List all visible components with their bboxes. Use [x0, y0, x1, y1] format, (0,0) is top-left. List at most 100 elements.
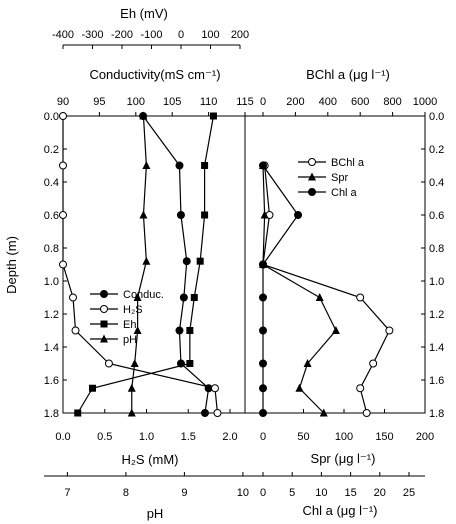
legend-marker-bchl-a	[308, 158, 316, 166]
legend-label-eh: Eh	[123, 319, 136, 331]
right-plot-frame	[244, 115, 426, 414]
point-spr	[319, 408, 328, 417]
chla-tick-label: 5	[289, 487, 295, 499]
depth-tick-label: 0.0	[44, 111, 59, 123]
point-bchl-a	[356, 384, 365, 393]
h2s-tick-label: 1.0	[139, 431, 154, 443]
series-line-h-s	[62, 116, 219, 414]
point-h-s	[59, 211, 67, 219]
depth-tick-label-right: 1.2	[429, 309, 444, 321]
depth-tick-label-right: 0.0	[429, 111, 444, 123]
spr-tick-label: 150	[375, 431, 393, 443]
point-conduc	[200, 409, 209, 417]
point-chl-a	[259, 409, 267, 417]
depth-tick-label: 1.8	[44, 408, 59, 420]
cond-tick-label: 110	[200, 96, 218, 108]
point-conduc	[176, 211, 185, 219]
point-ph	[130, 359, 139, 367]
eh-tick-label: 100	[201, 29, 219, 41]
chla-tick-label: 0	[260, 487, 266, 499]
depth-tick-label: 0.4	[44, 177, 59, 189]
spr-tick-label: 100	[335, 431, 353, 443]
eh-tick-label: 0	[178, 29, 184, 41]
point-chl-a	[259, 326, 267, 335]
point-conduc	[175, 161, 184, 170]
chla-axis-label: Chl a (μg l⁻¹)	[302, 503, 377, 518]
depth-tick-label: 1.4	[44, 342, 59, 354]
h2s-tick-label: 0.5	[97, 431, 112, 443]
point-spr	[295, 383, 304, 392]
cond-tick-label: 90	[57, 96, 69, 108]
point-spr	[260, 210, 269, 219]
point-ph	[133, 326, 142, 334]
ph-axis-label: pH	[147, 506, 164, 521]
depth-tick-label-right: 1.8	[429, 408, 444, 420]
point-ph	[127, 408, 136, 417]
legend-marker-eh	[100, 320, 108, 328]
legend-marker-h-s	[100, 305, 108, 313]
eh-tick-label: 200	[231, 29, 249, 41]
point-ph	[127, 383, 136, 392]
point-eh	[196, 257, 204, 265]
spr-axis-label: Spr (μg l⁻¹)	[311, 451, 376, 466]
depth-tick-label-right: 0.4	[429, 177, 444, 189]
chla-tick-label: 25	[403, 487, 415, 499]
depth-tick-label-right: 1.4	[429, 342, 444, 354]
depth-tick-label: 1.6	[44, 375, 59, 387]
cond-tick-label: 100	[127, 96, 145, 108]
depth-tick-label: 1.2	[44, 309, 59, 321]
bchl-tick-label: 600	[351, 96, 369, 108]
cond-tick-label: 105	[163, 96, 181, 108]
depth-tick-label-right: 1.6	[429, 375, 444, 387]
point-eh	[186, 360, 194, 367]
cond-tick-label: 95	[93, 96, 105, 108]
point-spr	[331, 326, 340, 334]
depth-tick-label-right: 0.2	[429, 144, 444, 156]
depth-tick-label-right: 0.6	[429, 210, 444, 222]
point-chl-a	[259, 359, 267, 368]
ph-tick-label: 10	[237, 487, 249, 499]
eh-tick-label: -300	[81, 29, 103, 41]
point-chl-a	[259, 161, 267, 170]
point-ph	[142, 256, 151, 265]
point-eh	[201, 211, 209, 219]
series-line-spr	[262, 165, 337, 414]
point-conduc	[182, 257, 191, 266]
point-spr	[303, 359, 312, 367]
bchl-tick-label: 800	[383, 96, 401, 108]
point-eh	[209, 112, 217, 120]
ph-tick-label: 9	[181, 487, 187, 499]
point-conduc	[175, 326, 184, 335]
point-bchl-a	[362, 409, 371, 417]
point-chl-a	[259, 293, 267, 302]
cond-tick-label: 115	[236, 96, 254, 108]
depth-tick-label: 0.8	[44, 243, 59, 255]
legend-marker-ph	[100, 334, 108, 343]
spr-tick-label: 0	[260, 431, 266, 443]
point-h-s	[69, 293, 78, 302]
point-bchl-a	[385, 326, 394, 335]
point-bchl-a	[369, 359, 378, 368]
legend-marker-conduc	[100, 290, 108, 298]
h2s-tick-label: 2.0	[222, 431, 237, 443]
point-eh	[186, 327, 194, 334]
point-h-s	[213, 409, 222, 417]
legend-marker-spr	[308, 172, 316, 181]
cond-axis-label: Conductivity(mS cm⁻¹)	[89, 67, 220, 82]
point-h-s	[210, 384, 219, 393]
ph-tick-label: 7	[64, 487, 70, 499]
h2s-axis-label: H₂S (mM)	[121, 452, 178, 467]
point-ph	[142, 161, 151, 169]
eh-tick-label: -100	[140, 29, 162, 41]
point-conduc	[179, 293, 188, 302]
point-ph	[139, 111, 148, 120]
point-ph	[139, 210, 148, 219]
point-ph	[133, 293, 142, 301]
legend-marker-chl-a	[308, 188, 316, 196]
depth-tick-label-right: 0.8	[429, 243, 444, 255]
ph-tick-label: 8	[123, 487, 129, 499]
bchl-tick-label: 0	[260, 96, 266, 108]
legend-label-bchl-a: BChl a	[331, 157, 365, 169]
legend-label-conduc: Conduc.	[123, 289, 164, 301]
